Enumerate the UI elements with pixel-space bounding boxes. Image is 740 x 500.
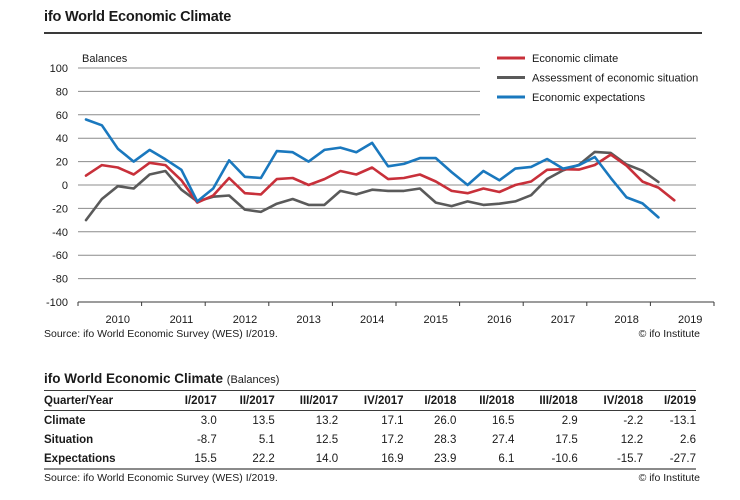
table-credit: © ifo Institute xyxy=(638,472,700,484)
table-cell: 16.5 xyxy=(492,414,515,427)
table-cell: 12.5 xyxy=(315,433,339,446)
table-cell: 27.4 xyxy=(492,433,515,446)
table-cell: 17.5 xyxy=(555,433,578,446)
table-cell: -10.6 xyxy=(551,452,578,465)
table-cell: -8.7 xyxy=(196,433,217,446)
table-subtitle: (Balances) xyxy=(226,374,280,386)
row-label: Expectations xyxy=(44,452,116,465)
chart-credit: © ifo Institute xyxy=(638,328,700,340)
x-tick-label: 2019 xyxy=(678,314,702,326)
table-cell: 2.6 xyxy=(680,433,696,446)
table-cell: 13.5 xyxy=(252,414,275,427)
column-header: III/2018 xyxy=(539,394,578,407)
x-tick-label: 2017 xyxy=(551,314,575,326)
table-cell: 17.1 xyxy=(381,414,404,427)
chart-title: ifo World Economic Climate xyxy=(44,9,232,25)
y-tick-label: -100 xyxy=(46,297,68,309)
x-tick-label: 2015 xyxy=(424,314,448,326)
column-header: I/2017 xyxy=(184,394,217,407)
table-cell: 6.1 xyxy=(498,452,515,465)
row-label: Situation xyxy=(44,433,94,446)
column-header: I/2018 xyxy=(424,394,457,407)
x-tick-label: 2016 xyxy=(487,314,511,326)
series-line-economic-climate xyxy=(84,153,676,204)
y-tick-label: 60 xyxy=(56,110,68,122)
data-table: Quarter/Year I/2017 II/2017 III/2017 IV/… xyxy=(44,390,696,470)
legend-label: Economic expectations xyxy=(532,92,646,104)
table-title-text: ifo World Economic Climate xyxy=(44,371,224,386)
table-cell: 2.9 xyxy=(561,414,578,427)
y-tick-label: 40 xyxy=(56,133,68,145)
table-cell: 26.0 xyxy=(433,414,457,427)
table-cell: 22.2 xyxy=(252,452,275,465)
table-cell: 5.1 xyxy=(258,433,275,446)
y-tick-label: 20 xyxy=(56,157,68,169)
y-axis-label: Balances xyxy=(82,53,128,65)
y-tick-label: -20 xyxy=(52,203,68,215)
chart-source: Source: ifo World Economic Survey (WES) … xyxy=(44,328,278,340)
table-cell: 17.2 xyxy=(381,433,404,446)
legend-label: Assessment of economic situation xyxy=(532,73,698,85)
column-header: Quarter/Year xyxy=(44,394,114,407)
table-cell: 3.0 xyxy=(200,414,217,427)
column-header: II/2017 xyxy=(239,394,275,407)
column-header: IV/2018 xyxy=(603,394,644,407)
table-cell: 12.2 xyxy=(620,433,644,446)
title-divider xyxy=(44,32,702,34)
x-tick-label: 2012 xyxy=(233,314,257,326)
table-cell: 15.5 xyxy=(194,452,217,465)
table-row: Climate 3.0 13.5 13.2 17.1 26.0 16.5 2.9… xyxy=(44,411,696,431)
x-tick-label: 2014 xyxy=(360,314,384,326)
table-cell: -2.2 xyxy=(623,414,644,427)
x-tick-label: 2013 xyxy=(296,314,320,326)
table-row: Situation -8.7 5.1 12.5 17.2 28.3 27.4 1… xyxy=(44,430,696,449)
table-row: Expectations 15.5 22.2 14.0 16.9 23.9 6.… xyxy=(44,449,696,469)
row-label: Climate xyxy=(44,414,86,427)
table-cell: -13.1 xyxy=(669,414,696,427)
table-cell: -27.7 xyxy=(669,452,696,465)
legend-label: Economic climate xyxy=(532,53,618,65)
table-title: ifo World Economic Climate (Balances) xyxy=(44,371,279,386)
line-chart: 100 80 60 40 20 0 -20 -40 -60 -80 -100 2010 2011 201… xyxy=(46,53,715,326)
table-cell: 28.3 xyxy=(433,433,457,446)
y-tick-label: 80 xyxy=(56,86,68,98)
x-tick-label: 2011 xyxy=(170,314,194,326)
column-header: I/2019 xyxy=(664,394,696,407)
table-cell: -15.7 xyxy=(616,452,644,465)
table-cell: 14.0 xyxy=(315,452,339,465)
y-tick-label: 0 xyxy=(62,180,68,192)
x-tick-label: 2010 xyxy=(106,314,130,326)
series-line-economic-expectations xyxy=(84,118,660,219)
table-source: Source: ifo World Economic Survey (WES) … xyxy=(44,472,278,484)
column-header: III/2017 xyxy=(299,394,339,407)
y-tick-label: -60 xyxy=(52,250,68,262)
y-tick-label: -80 xyxy=(52,274,68,286)
y-tick-label: -40 xyxy=(52,227,68,239)
table-cell: 16.9 xyxy=(381,452,404,465)
y-tick-label: 100 xyxy=(50,63,68,75)
table-header-row: Quarter/Year I/2017 II/2017 III/2017 IV/… xyxy=(44,390,696,411)
column-header: II/2018 xyxy=(479,394,515,407)
table-cell: 23.9 xyxy=(433,452,457,465)
table-cell: 13.2 xyxy=(315,414,339,427)
column-header: IV/2017 xyxy=(363,394,404,407)
x-tick-label: 2018 xyxy=(614,314,638,326)
